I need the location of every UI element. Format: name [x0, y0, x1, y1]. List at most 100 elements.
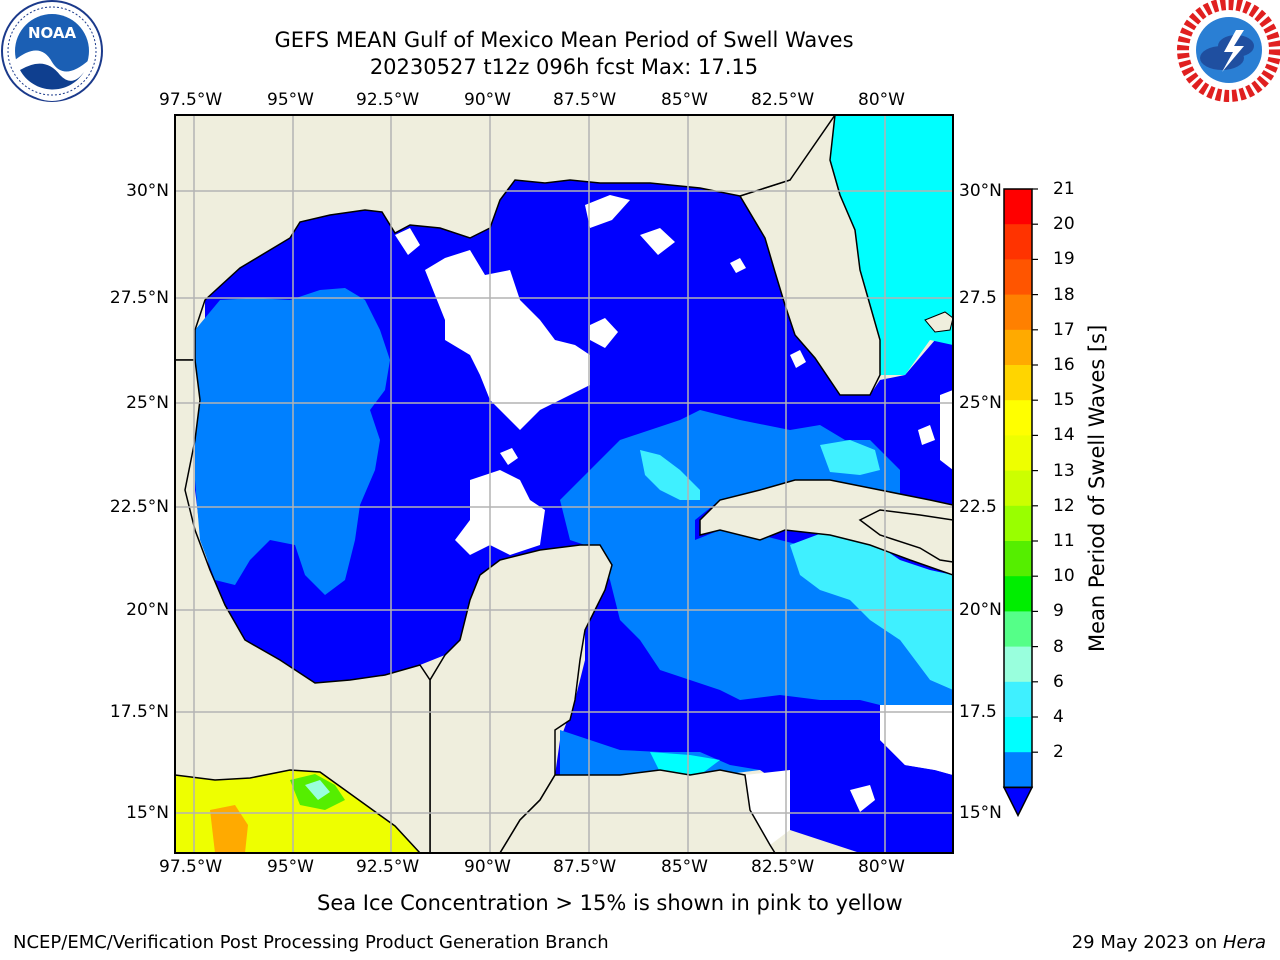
map-gridlines — [175, 115, 953, 853]
missing-data-area — [455, 470, 545, 555]
lat-label: 15°N — [959, 803, 1002, 823]
lon-label: 90°W — [464, 90, 511, 110]
colorbar-swatch — [1004, 259, 1032, 296]
bahamas-land — [924, 311, 953, 333]
lat-label: 30°N — [959, 181, 1002, 201]
map-plot-area — [175, 115, 953, 853]
footer-date-text: 29 May 2023 on — [1071, 932, 1223, 953]
lat-label: 22.5°N — [109, 497, 169, 517]
colorbar — [1002, 188, 1038, 818]
colorbar-swatch — [1004, 611, 1032, 648]
colorbar-swatch — [1004, 189, 1032, 225]
yucatan-land — [429, 544, 613, 853]
lat-label: 17.5 — [959, 702, 997, 722]
missing-data-area — [730, 258, 746, 273]
colorbar-tick-label: 17 — [1053, 319, 1075, 340]
missing-data-area — [395, 228, 420, 255]
yucatan-channel-cyan — [640, 450, 700, 500]
colorbar-tick-label: 2 — [1053, 742, 1064, 763]
missing-data-area — [880, 705, 953, 775]
lon-label: 95°W — [267, 90, 314, 110]
colorbar-label: Mean Period of Swell Waves [s] — [1085, 324, 1109, 652]
footer-date: 29 May 2023 on Hera — [1072, 932, 1266, 954]
colorbar-tick-label: 21 — [1053, 179, 1075, 199]
lat-label: 30°N — [126, 181, 169, 201]
missing-data-area — [590, 318, 618, 348]
colorbar-swatch — [1004, 400, 1032, 436]
lat-label: 20°N — [126, 600, 169, 620]
colorbar-extend-triangle — [1002, 786, 1034, 818]
map-frame — [174, 114, 954, 854]
missing-data-area — [425, 250, 590, 430]
lon-label: 92.5°W — [356, 857, 420, 877]
footer-host: Hera — [1222, 932, 1266, 953]
colorbar-swatch — [1004, 681, 1032, 718]
colorbar-swatch — [1004, 329, 1032, 366]
lon-label: 87.5°W — [553, 857, 617, 877]
colorbar-tick-label: 19 — [1053, 249, 1075, 270]
colorbar-swatch — [1004, 224, 1032, 260]
colorbar-tick-label: 16 — [1053, 355, 1075, 375]
sea-ice-note: Sea Ice Concentration > 15% is shown in … — [317, 891, 903, 915]
lon-label: 80°W — [858, 90, 905, 110]
colorbar-swatch — [1004, 646, 1032, 683]
colorbar-swatch — [1004, 294, 1032, 331]
colorbar-tick-label: 18 — [1053, 284, 1075, 305]
missing-data-area — [585, 195, 630, 228]
caribbean-south-cyan — [650, 752, 720, 775]
colorbar-swatch — [1004, 505, 1032, 542]
lat-label: 25°N — [959, 393, 1002, 413]
colorbar-tick-label: 4 — [1053, 707, 1064, 727]
eastern-cyan-field — [830, 115, 953, 375]
colorbar-swatch — [1004, 541, 1032, 577]
lon-label: 97.5°W — [159, 90, 223, 110]
sea-ice-teal-patch — [305, 780, 330, 800]
colorbar-tick-label: 15 — [1053, 390, 1075, 411]
lon-label: 82.5°W — [751, 90, 815, 110]
colorbar-swatch — [1004, 470, 1032, 507]
missing-data-area — [850, 785, 875, 812]
colorbar-tick-label: 11 — [1053, 531, 1075, 551]
chart-title: GEFS MEAN Gulf of Mexico Mean Period of … — [274, 28, 854, 52]
lat-label: 17.5°N — [109, 702, 169, 722]
colorbar-tick-label: 14 — [1053, 425, 1075, 446]
colorbar-swatch — [1004, 576, 1032, 612]
lon-label: 80°W — [858, 857, 905, 877]
missing-data-area — [745, 770, 790, 845]
cuba-land — [699, 479, 953, 576]
straits-cyan — [820, 440, 880, 475]
colorbar-swatch — [1004, 435, 1032, 472]
colorbar-tick-label: 8 — [1053, 636, 1064, 657]
sea-ice-orange-patch — [210, 805, 248, 853]
central-america-land — [499, 769, 776, 853]
lat-label: 27.5 — [959, 288, 997, 308]
lat-label: 15°N — [126, 803, 169, 823]
colorbar-tick-label: 12 — [1053, 495, 1075, 516]
footer-credit: NCEP/EMC/Verification Post Processing Pr… — [13, 932, 609, 953]
colorbar-frame — [1003, 188, 1033, 789]
lat-label: 22.5 — [959, 497, 997, 517]
colorbar-swatch — [1004, 752, 1032, 788]
lon-label: 95°W — [267, 857, 314, 877]
colorbar-swatch — [1004, 717, 1032, 753]
us-gulf-coast-land — [175, 115, 836, 361]
colorbar-tick-label: 20 — [1053, 214, 1075, 235]
colorbar-tick-label: 10 — [1053, 566, 1075, 587]
chart-subtitle: 20230527 t12z 096h fcst Max: 17.15 — [369, 55, 759, 79]
colorbar-tick-label: 9 — [1053, 601, 1064, 622]
lon-label: 87.5°W — [553, 90, 617, 110]
lon-label: 90°W — [464, 857, 511, 877]
colorbar-tick-label: 6 — [1053, 671, 1064, 692]
lon-label: 82.5°W — [751, 857, 815, 877]
mexico-west-coast-land — [175, 359, 431, 853]
lon-label: 97.5°W — [159, 857, 223, 877]
colorbar-swatch — [1004, 365, 1032, 401]
missing-data-area — [500, 448, 518, 465]
lon-label: 92.5°W — [356, 90, 420, 110]
lat-label: 20°N — [959, 600, 1002, 620]
lon-label: 85°W — [661, 857, 708, 877]
lat-label: 27.5°N — [109, 288, 169, 308]
missing-data-area — [790, 350, 806, 368]
missing-data-area — [940, 390, 953, 470]
